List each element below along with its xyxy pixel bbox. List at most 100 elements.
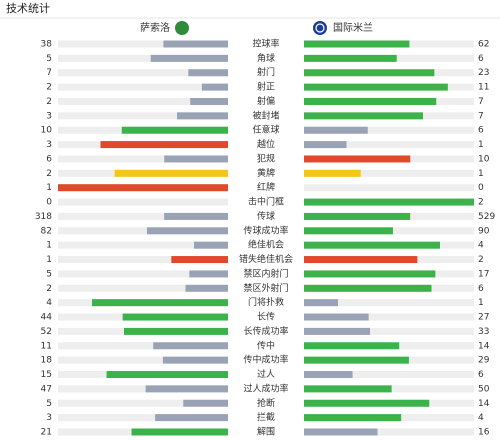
home-bar bbox=[162, 356, 228, 364]
home-value: 2 bbox=[46, 284, 52, 294]
home-track bbox=[58, 212, 228, 220]
home-bar bbox=[106, 371, 228, 379]
away-bar bbox=[304, 399, 430, 407]
home-value: 5 bbox=[46, 54, 52, 64]
away-value: 14 bbox=[478, 341, 490, 351]
home-bar bbox=[183, 399, 228, 407]
away-bar bbox=[304, 385, 392, 393]
away-value: 62 bbox=[478, 40, 489, 50]
away-bar bbox=[304, 212, 411, 220]
home-track bbox=[58, 69, 228, 77]
home-bar bbox=[164, 155, 228, 163]
away-bar bbox=[304, 299, 338, 307]
home-logo bbox=[175, 21, 189, 35]
stat-label: 射门 bbox=[257, 66, 275, 78]
home-track bbox=[58, 356, 228, 364]
away-value: 29 bbox=[478, 356, 490, 366]
away-bar bbox=[304, 169, 361, 177]
stat-label: 红牌 bbox=[257, 181, 275, 193]
away-value: 17 bbox=[478, 269, 489, 279]
away-value: 7 bbox=[478, 97, 484, 107]
home-bar bbox=[131, 428, 228, 436]
away-bar bbox=[304, 198, 474, 206]
stat-label: 过人成功率 bbox=[243, 382, 288, 394]
home-track bbox=[58, 97, 228, 105]
home-bar bbox=[150, 54, 228, 62]
stat-label: 控球率 bbox=[252, 38, 279, 50]
home-bar bbox=[201, 83, 228, 91]
stat-label: 拦截 bbox=[257, 411, 275, 423]
home-track bbox=[58, 342, 228, 350]
home-value: 47 bbox=[41, 384, 52, 394]
home-value: 318 bbox=[35, 212, 52, 222]
home-bar bbox=[145, 385, 228, 393]
home-bar bbox=[163, 40, 228, 48]
home-value: 1 bbox=[46, 183, 52, 193]
away-bar bbox=[304, 69, 435, 77]
stat-label: 过人 bbox=[257, 368, 275, 380]
home-bar bbox=[153, 342, 228, 350]
away-bar bbox=[304, 327, 370, 335]
away-value: 10 bbox=[478, 154, 490, 164]
away-bar bbox=[304, 371, 353, 379]
home-value: 2 bbox=[46, 169, 52, 179]
away-value: 529 bbox=[478, 212, 495, 222]
home-track bbox=[58, 241, 228, 249]
away-value: 4 bbox=[478, 241, 484, 251]
home-track bbox=[58, 385, 228, 393]
stat-label: 禁区外射门 bbox=[243, 282, 288, 294]
away-bar bbox=[304, 342, 400, 350]
away-bar bbox=[304, 428, 378, 436]
home-bar bbox=[124, 327, 228, 335]
stat-label: 角球 bbox=[257, 52, 275, 64]
home-bar bbox=[190, 97, 228, 105]
home-value: 3 bbox=[46, 140, 52, 150]
home-bar bbox=[100, 141, 228, 149]
home-value: 5 bbox=[46, 399, 52, 409]
home-track bbox=[58, 284, 228, 292]
home-bar bbox=[185, 284, 228, 292]
stat-label: 错失绝佳机会 bbox=[239, 253, 293, 265]
away-value: 0 bbox=[478, 183, 484, 193]
away-value: 23 bbox=[478, 68, 489, 78]
away-bar bbox=[304, 284, 432, 292]
home-value: 44 bbox=[41, 313, 53, 323]
away-value: 2 bbox=[478, 255, 484, 265]
stat-label: 越位 bbox=[257, 138, 275, 150]
stat-label: 长传成功率 bbox=[243, 325, 288, 337]
home-bar bbox=[92, 299, 228, 307]
home-track bbox=[58, 198, 228, 206]
home-value: 0 bbox=[46, 198, 52, 208]
away-bar bbox=[304, 54, 397, 62]
home-value: 38 bbox=[41, 40, 53, 50]
stat-label: 门将扑救 bbox=[248, 296, 284, 308]
away-bar bbox=[304, 155, 411, 163]
stat-label: 禁区内射门 bbox=[243, 267, 288, 279]
home-track bbox=[58, 399, 228, 407]
stat-label: 射正 bbox=[257, 81, 275, 93]
home-value: 6 bbox=[46, 154, 52, 164]
stat-label: 传球 bbox=[257, 210, 275, 222]
home-bar bbox=[155, 414, 228, 422]
away-value: 14 bbox=[478, 399, 490, 409]
away-value: 6 bbox=[478, 54, 484, 64]
home-value: 4 bbox=[46, 298, 52, 308]
home-value: 7 bbox=[46, 68, 52, 78]
away-bar bbox=[304, 313, 369, 321]
home-value: 82 bbox=[41, 226, 52, 236]
home-value: 3 bbox=[46, 111, 52, 121]
stat-label: 传中 bbox=[257, 339, 275, 351]
away-bar bbox=[304, 126, 368, 134]
away-value: 6 bbox=[478, 370, 484, 380]
away-track bbox=[304, 327, 474, 335]
home-bar bbox=[188, 69, 228, 77]
stat-label: 传中成功率 bbox=[243, 354, 288, 366]
away-team: 国际米兰 bbox=[333, 21, 373, 34]
away-value: 1 bbox=[478, 169, 484, 179]
home-track bbox=[58, 270, 228, 278]
home-value: 11 bbox=[41, 341, 52, 351]
away-value: 7 bbox=[478, 111, 484, 121]
home-track bbox=[58, 40, 228, 48]
home-value: 1 bbox=[46, 255, 52, 265]
away-value: 50 bbox=[478, 384, 490, 394]
